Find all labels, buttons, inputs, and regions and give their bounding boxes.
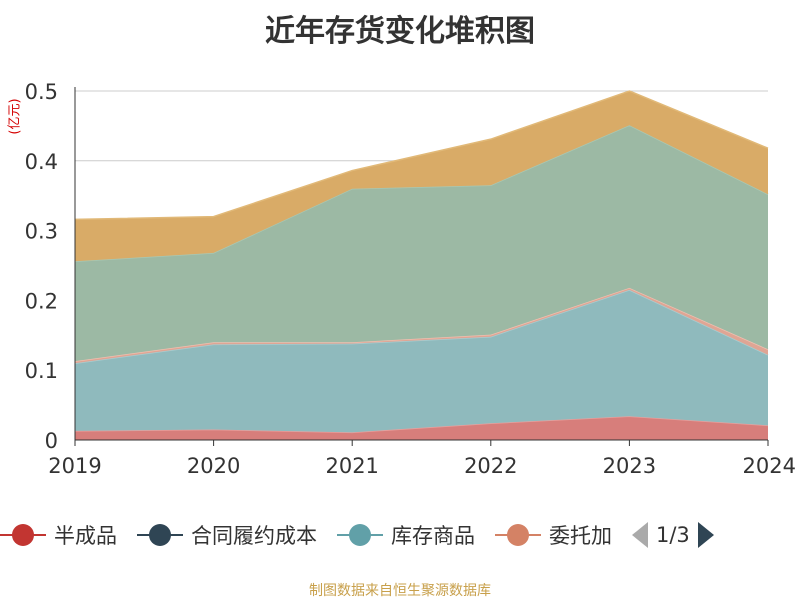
x-tick-label: 2019	[48, 454, 101, 478]
x-tick-label: 2020	[187, 454, 240, 478]
x-tick-label: 2021	[325, 454, 378, 478]
legend-item[interactable]: 库存商品	[337, 520, 475, 550]
y-tick-label: 0.4	[25, 150, 58, 174]
series-area-5	[75, 91, 768, 262]
legend-label: 合同履约成本	[191, 524, 317, 548]
y-tick-label: 0.5	[25, 80, 58, 104]
series-area-2	[75, 289, 768, 433]
legend-marker-icon	[137, 522, 183, 548]
legend: 半成品 合同履约成本 库存商品 委托加 1/3	[0, 518, 800, 552]
axes	[74, 87, 769, 446]
stacked-area-chart: 0 0.1 0.2 0.3 0.4 0.5 2019 2020 2021 2022 2023 2024	[25, 80, 796, 478]
legend-marker-icon	[0, 522, 46, 548]
y-tick-label: 0	[45, 429, 58, 453]
footer-source: 制图数据来自恒生聚源数据库	[309, 583, 491, 599]
series-line-5	[74, 90, 769, 221]
y-tick-label: 0.3	[25, 220, 58, 244]
legend-item[interactable]: 委托加	[495, 520, 612, 550]
x-tick-label: 2022	[464, 454, 517, 478]
legend-label: 委托加	[549, 524, 612, 548]
series-area-4	[75, 125, 768, 362]
x-tick-label: 2024	[743, 454, 796, 478]
y-tick-label: 0.1	[25, 359, 58, 383]
legend-marker-icon	[337, 522, 383, 548]
pager-next-icon[interactable]	[697, 522, 714, 548]
legend-item[interactable]: 合同履约成本	[137, 520, 317, 550]
legend-label: 库存商品	[391, 524, 475, 548]
x-tick-label: 2023	[603, 454, 656, 478]
tick-labels: 0 0.1 0.2 0.3 0.4 0.5 2019 2020 2021 2022 2023 2024	[25, 80, 796, 478]
legend-pager: 1/3	[632, 522, 714, 548]
legend-marker-icon	[495, 522, 541, 548]
chart-title: 近年存货变化堆积图	[265, 14, 535, 49]
pager-prev-icon[interactable]	[632, 522, 648, 548]
pager-page-text: 1/3	[656, 523, 690, 547]
y-tick-label: 0.2	[25, 289, 58, 313]
legend-label: 半成品	[54, 524, 117, 548]
series-areas	[74, 90, 769, 440]
legend-item[interactable]: 半成品	[0, 520, 117, 550]
